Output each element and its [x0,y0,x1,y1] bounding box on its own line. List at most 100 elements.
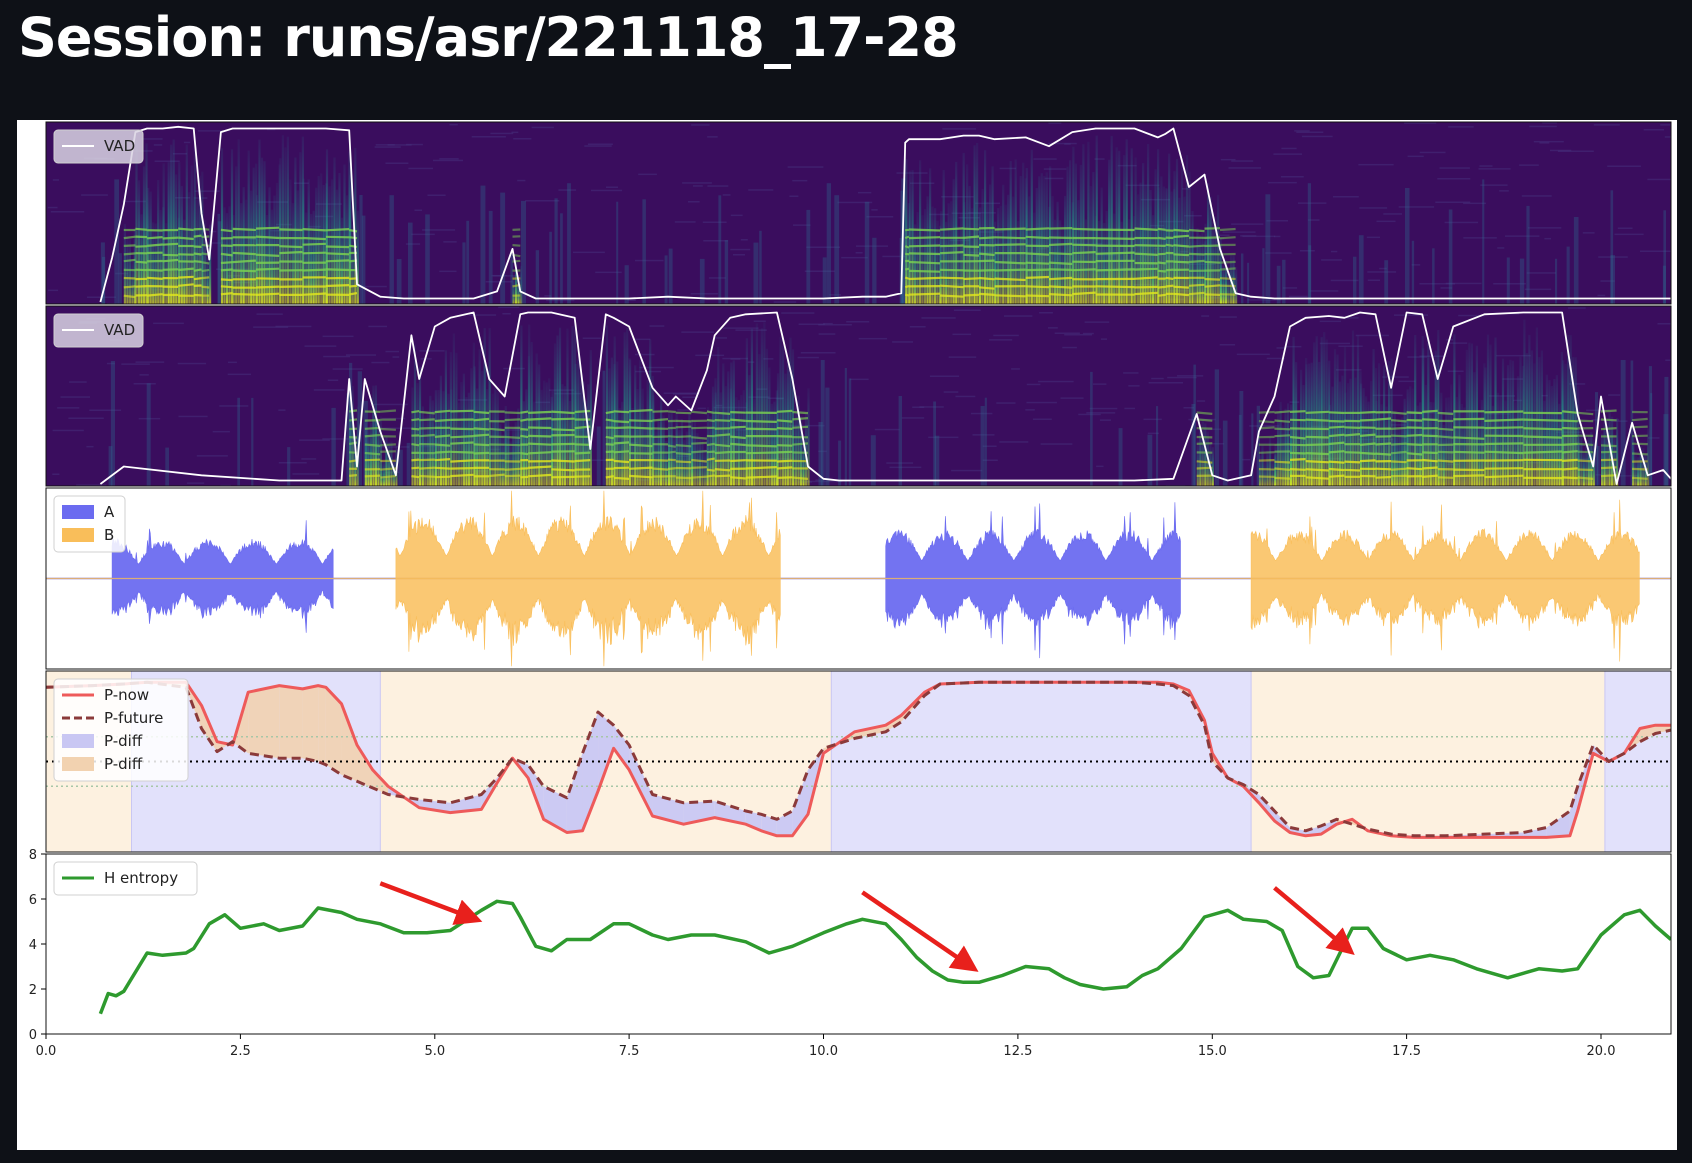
spectrogram-speech-frame [763,322,766,486]
spectrogram-noise [753,320,766,322]
spectrogram-speech-frame [434,390,437,486]
figure-card: 0.0 2.5 5.0 7.5 10.0 12.5 15.0 17.5 20.0 0 2 4 6 8 VA… [17,120,1677,1150]
spectrogram-harmonic [605,443,614,446]
spectrogram-noise [1276,347,1287,349]
spectrogram-noise [999,167,1017,170]
spectrogram-harmonic [904,293,910,297]
spectrogram-noise [584,145,612,147]
spectrogram-harmonic [745,466,777,470]
spectrogram-harmonic [963,227,980,231]
spectrogram-speech-frame [1087,141,1090,304]
spectrogram-noise [544,295,552,297]
spectrogram-harmonic [1025,235,1050,240]
spectrogram-harmonic [201,227,210,231]
spectrogram-harmonic [528,451,552,455]
spectrogram-harmonic [675,476,692,480]
spectrogram-harmonic [1577,476,1594,480]
spectrogram-faint-frame [1247,262,1250,304]
spectrogram-noise [1521,195,1552,197]
spectrogram-speech-frame [1521,365,1525,486]
spectrogram-harmonic [1204,260,1221,264]
spectrogram-noise [634,338,651,341]
spectrogram-speech-frame [1095,135,1098,304]
spectrogram-harmonic [1484,450,1524,455]
spectrogram-harmonic [1274,434,1291,438]
spectrogram-harmonic [1391,411,1407,415]
spectrogram-faint-frame [718,195,722,304]
spectrogram-speech-frame [486,389,489,486]
spectrogram-speech-frame [610,357,613,486]
spectrogram-harmonic [994,227,1026,231]
spectrogram-harmonic [1305,460,1329,464]
spectrogram-harmonic [1157,236,1166,240]
spectrogram-harmonic [1305,452,1329,456]
spectrogram-harmonic [963,253,980,257]
spectrogram-harmonic [1274,476,1291,480]
spectrogram-noise [69,381,87,383]
spectrogram-speech-frame [698,438,701,486]
spectrogram-noise [1309,290,1339,292]
spectrogram-harmonic [1328,450,1345,454]
spectrogram-harmonic [1258,420,1275,424]
spectrogram-harmonic [232,259,256,264]
spectrogram-faint-frame [1519,258,1525,304]
spectrogram-speech-frame [678,429,681,486]
spectrogram-faint-frame [100,242,105,304]
p-diff-fill [302,685,319,762]
spectrogram-noise [587,143,613,145]
legend-label: VAD [104,321,135,339]
spectrogram-speech-frame [1465,349,1468,486]
spectrogram-speech-frame [1356,335,1360,486]
spectrogram-noise [970,412,993,415]
spectrogram-noise [733,254,745,256]
spectrogram-speech-frame [206,257,209,304]
spectrogram-noise [1509,313,1520,315]
spectrogram-speech-frame [307,179,310,304]
spectrogram-noise [635,259,664,262]
spectrogram-faint-frame [1265,194,1271,304]
spectrogram-speech-frame [190,165,193,304]
spectrogram-harmonic [279,228,303,232]
spectrogram-noise [1048,122,1062,124]
spectrogram-noise [856,245,888,247]
spectrogram-noise [408,167,433,170]
spectrogram-noise [1033,158,1057,160]
spectrogram-noise [1273,153,1302,155]
spectrogram-harmonic [193,252,202,256]
spectrogram-harmonic [1359,418,1376,422]
spectrogram-harmonic [178,236,194,241]
waveform-plot [46,490,1671,667]
spectrogram-speech-frame [382,461,385,486]
spectrogram-harmonic [776,444,793,447]
spectrogram-noise [1669,473,1671,475]
spectrogram-speech-frame [1225,260,1228,304]
spectrogram-harmonic [1406,433,1423,437]
spectrogram-speech-frame [1450,384,1453,486]
spectrogram-harmonic [940,251,964,255]
spectrogram-noise [1183,407,1194,409]
spectrogram-harmonic [1165,276,1174,281]
spectrogram-faint-frame [901,178,906,304]
spectrogram-speech-frame [429,395,432,486]
spectrogram-harmonic [1305,468,1329,472]
spectrogram-speech-frame [330,179,334,304]
y-tick-label: 2 [29,983,37,998]
spectrogram-harmonic [730,418,746,422]
spectrogram-harmonic [908,252,941,256]
spectrogram-noise [919,406,944,408]
spectrogram-faint-frame [820,360,825,486]
spectrogram-noise [449,123,458,126]
spectrogram-harmonic [135,260,148,264]
spectrogram-panel-a [46,122,1671,304]
spectrogram-faint-frame [462,242,466,304]
spectrogram-harmonic [1289,435,1306,440]
spectrogram-speech-frame [556,335,559,486]
spectrogram-faint-frame [1276,265,1281,304]
spectrogram-speech-frame [1616,417,1619,486]
spectrogram-faint-frame [1610,190,1614,304]
spectrogram-harmonic [691,466,707,469]
spectrogram-harmonic [178,267,194,272]
spectrogram-noise [953,309,981,311]
spectrogram-harmonic [302,251,326,255]
spectrogram-speech-frame [1344,392,1347,486]
